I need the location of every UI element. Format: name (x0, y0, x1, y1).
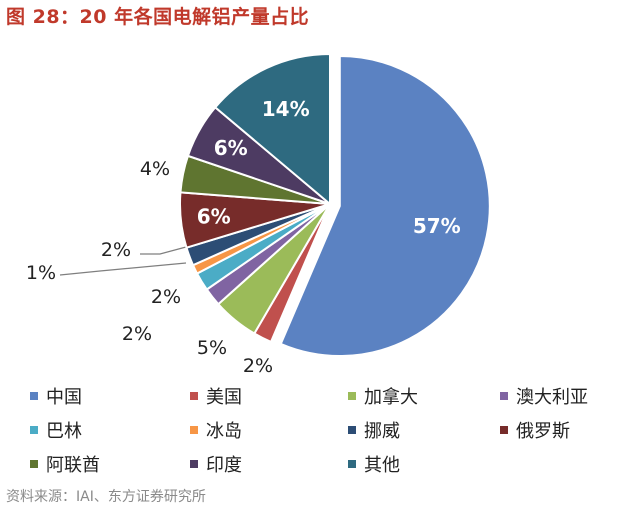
legend-label: 中国 (46, 387, 82, 408)
legend-swatch (348, 392, 356, 400)
data-label-7: 2% (101, 239, 131, 261)
legend-swatch (348, 426, 356, 434)
data-label-9: 4% (140, 158, 170, 180)
data-label-11: 14% (262, 97, 310, 121)
pie-slice-11 (213, 52, 331, 207)
data-label-2: 2% (243, 355, 273, 377)
pie-chart: 57% 2% 5% 2% 2% 1% 2% 6% 4% 6% 14% (26, 52, 491, 377)
legend-label: 美国 (206, 387, 242, 408)
legend-label: 挪威 (364, 421, 400, 442)
legend-label: 加拿大 (364, 387, 418, 408)
legend-label: 冰岛 (206, 421, 242, 442)
legend-swatch (500, 392, 508, 400)
data-label-10: 6% (214, 136, 248, 160)
legend-item-1: 中国 (30, 384, 82, 408)
legend-item-5: 巴林 (30, 418, 82, 442)
legend-item-11: 其他 (348, 452, 400, 476)
legend-swatch (348, 460, 356, 468)
data-label-6: 1% (26, 262, 56, 284)
data-label-8: 6% (197, 205, 231, 229)
data-label-5: 2% (151, 286, 181, 308)
legend-label: 印度 (206, 455, 242, 476)
legend-swatch (30, 392, 38, 400)
legend-swatch (30, 460, 38, 468)
legend-item-3: 加拿大 (348, 384, 418, 408)
legend-swatch (190, 426, 198, 434)
legend-swatch (190, 460, 198, 468)
data-label-4: 2% (122, 323, 152, 345)
figure-title: 图 28：20 年各国电解铝产量占比 (6, 6, 310, 28)
leader-line-6 (59, 262, 187, 276)
legend-item-10: 印度 (190, 452, 242, 476)
legend-item-8: 俄罗斯 (500, 418, 570, 442)
legend-item-2: 美国 (190, 384, 242, 408)
legend-label: 巴林 (46, 421, 82, 442)
legend-label: 其他 (364, 455, 400, 476)
data-label-1: 57% (413, 214, 461, 238)
leader-line-7 (140, 246, 187, 255)
legend-item-6: 冰岛 (190, 418, 242, 442)
legend-label: 俄罗斯 (516, 421, 570, 442)
legend-item-9: 阿联酋 (30, 452, 100, 476)
pie-slice-1 (279, 55, 491, 358)
legend-item-7: 挪威 (348, 418, 400, 442)
legend-swatch (30, 426, 38, 434)
source-note: 资料来源：IAI、东方证券研究所 (6, 489, 206, 505)
legend-swatch (190, 392, 198, 400)
data-label-3: 5% (197, 337, 227, 359)
legend-item-4: 澳大利亚 (500, 384, 588, 408)
legend-label: 阿联酋 (46, 455, 100, 476)
legend-label: 澳大利亚 (516, 387, 588, 408)
legend-swatch (500, 426, 508, 434)
